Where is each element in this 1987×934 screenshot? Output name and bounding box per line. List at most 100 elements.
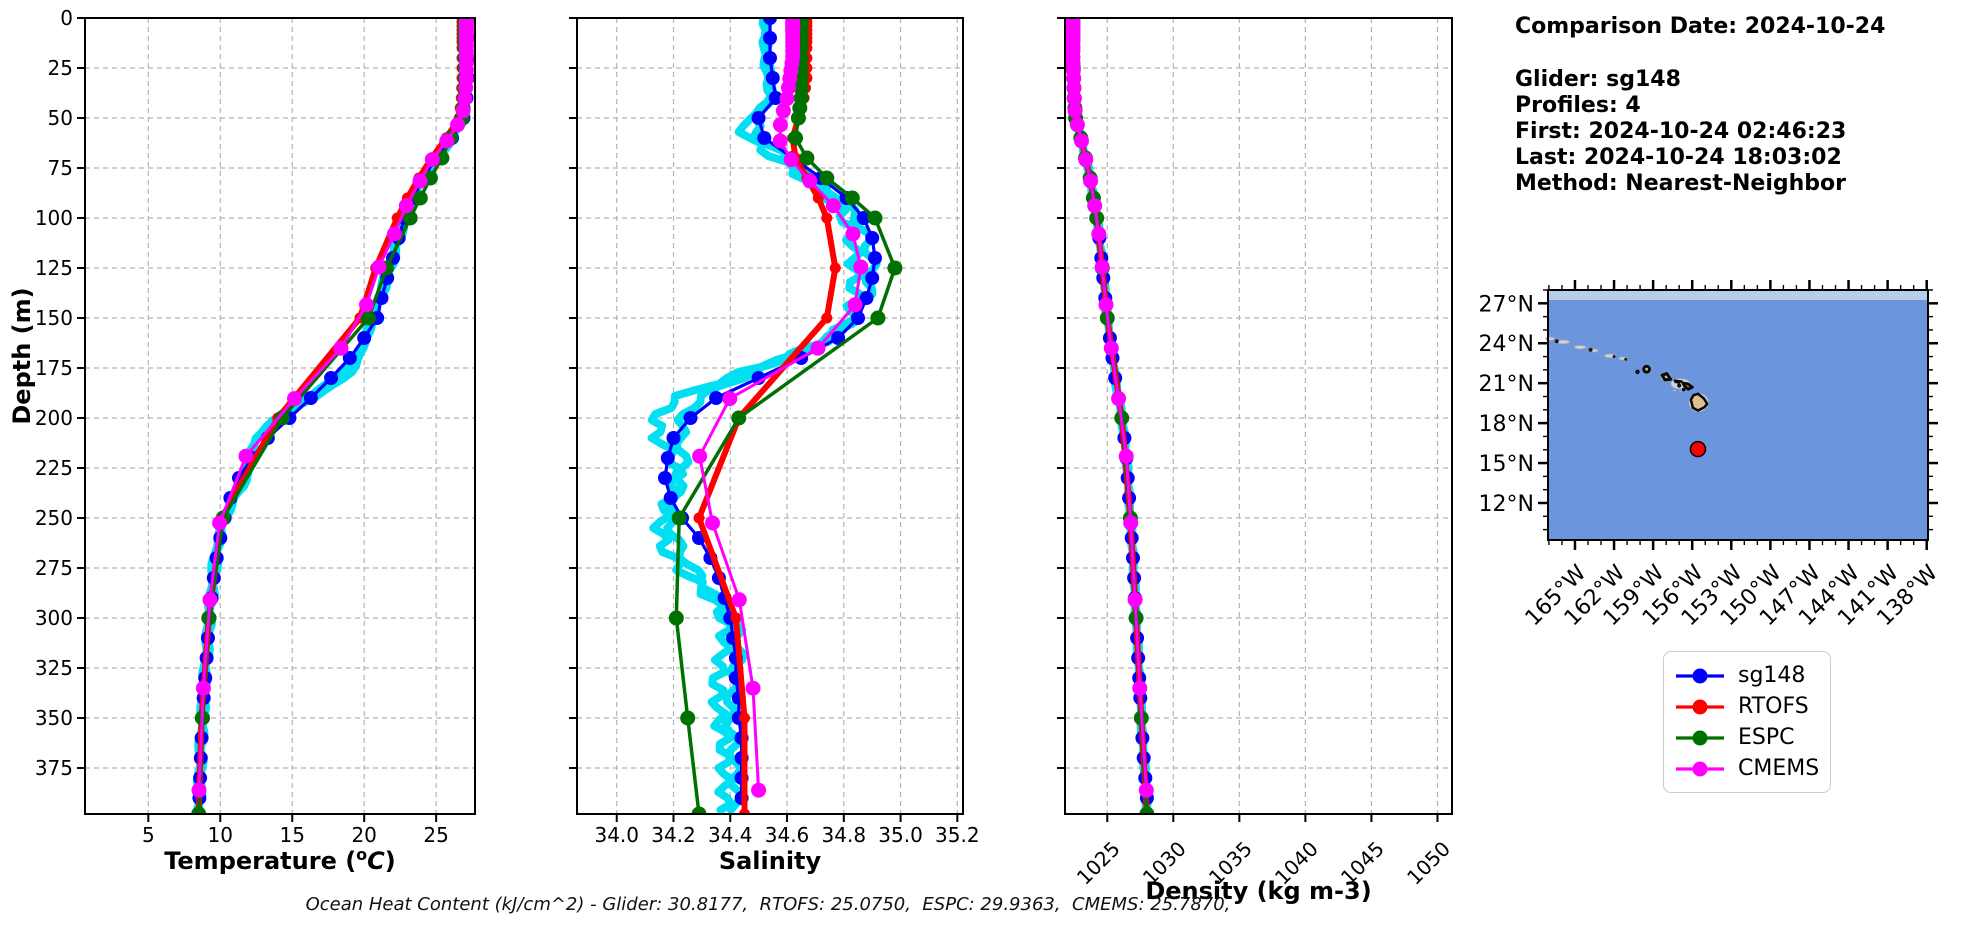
map-shallow-band bbox=[1548, 290, 1928, 300]
map-island-oahu bbox=[1660, 372, 1673, 382]
legend-item-cmems: CMEMS bbox=[1674, 756, 1824, 781]
svg-text:10: 10 bbox=[208, 823, 233, 847]
svg-text:250: 250 bbox=[35, 506, 73, 530]
temperature-series-CMEMS-markers bbox=[191, 18, 474, 798]
map-shoal-patch bbox=[1679, 390, 1682, 393]
legend-key-espc-icon bbox=[1676, 730, 1724, 745]
legend: sg148 RTOFS ESPC CMEMS bbox=[1663, 651, 1831, 793]
last-profile-time: Last: 2024-10-24 18:03:02 bbox=[1515, 145, 1842, 170]
map-islet-speck bbox=[1554, 339, 1559, 344]
ohc-footer: Ocean Heat Content (kJ/cm^2) - Glider: 3… bbox=[305, 894, 1231, 915]
temperature-series-RTOFS-line bbox=[195, 18, 465, 814]
temperature-series-sg148-markers bbox=[192, 18, 475, 805]
legend-label-espc: ESPC bbox=[1738, 725, 1795, 750]
svg-text:100: 100 bbox=[35, 206, 73, 230]
map-lat-tick-label: 12°N bbox=[1479, 492, 1534, 517]
svg-text:35.0: 35.0 bbox=[878, 823, 923, 847]
legend-item-sg148: sg148 bbox=[1674, 663, 1824, 688]
salinity-series-CMEMS-markers bbox=[692, 18, 869, 798]
svg-text:225: 225 bbox=[35, 456, 73, 480]
svg-text:34.6: 34.6 bbox=[765, 823, 810, 847]
map-shoal-patch bbox=[1672, 389, 1677, 392]
map-island-molokai bbox=[1673, 379, 1683, 384]
salinity-raw-glider-trace-2 bbox=[663, 18, 881, 814]
map-shoal-patch bbox=[1573, 344, 1587, 350]
glider-location-marker bbox=[1689, 440, 1707, 458]
temperature-series-ESPC-line bbox=[196, 18, 467, 814]
legend-key-sg148-icon bbox=[1676, 668, 1724, 683]
svg-text:0: 0 bbox=[60, 6, 73, 30]
map-island-niihau bbox=[1635, 369, 1640, 375]
svg-text:300: 300 bbox=[35, 606, 73, 630]
svg-text:150: 150 bbox=[35, 306, 73, 330]
svg-text:5: 5 bbox=[142, 823, 155, 847]
profiles-count: Profiles: 4 bbox=[1515, 93, 1641, 118]
legend-label-cmems: CMEMS bbox=[1738, 756, 1820, 781]
density-series-CMEMS-markers bbox=[1065, 18, 1154, 798]
temperature-series-CMEMS-line bbox=[197, 19, 468, 791]
legend-item-rtofs: RTOFS bbox=[1674, 694, 1824, 719]
temperature-plot: 5 10 15 20 250255075100125150175200225250275… bbox=[8, 6, 476, 875]
svg-text:375: 375 bbox=[35, 756, 73, 780]
map-panel: 27°N24°N21°N18°N15°N12°N165°W162°W159°W1… bbox=[1479, 280, 1943, 631]
map-island-maui bbox=[1681, 381, 1694, 391]
svg-text:200: 200 bbox=[35, 406, 73, 430]
map-lat-tick-label: 27°N bbox=[1479, 292, 1534, 317]
map-lat-tick-label: 24°N bbox=[1479, 332, 1534, 357]
salinity-series-ESPC-markers bbox=[668, 18, 903, 814]
legend-key-rtofs-icon bbox=[1676, 699, 1724, 714]
temperature-series-sg148-line bbox=[197, 18, 470, 799]
map-islet-speck bbox=[1612, 355, 1616, 359]
legend-label-sg148: sg148 bbox=[1738, 663, 1806, 688]
temperature-series-RTOFS-markers bbox=[193, 18, 468, 814]
map-island-kauai bbox=[1642, 364, 1651, 374]
map-island-big-island bbox=[1689, 392, 1709, 412]
svg-text:125: 125 bbox=[35, 256, 73, 280]
map-lat-tick-label: 15°N bbox=[1479, 452, 1534, 477]
temperature-raw-glider-trace-2 bbox=[192, 18, 472, 814]
map-ocean bbox=[1548, 290, 1928, 540]
map-island-lanai bbox=[1677, 383, 1682, 388]
salinity-raw-glider-trace-1 bbox=[647, 18, 866, 814]
depth-axis-label: Depth (m) bbox=[8, 287, 36, 424]
svg-text:25: 25 bbox=[423, 823, 448, 847]
svg-text:15: 15 bbox=[280, 823, 305, 847]
svg-text:350: 350 bbox=[35, 706, 73, 730]
svg-text:50: 50 bbox=[48, 106, 73, 130]
salinity-plot: 34.0 34.2 34.4 34.6 34.8 35.0 35.2 Salinity bbox=[569, 17, 980, 875]
salinity-axis-label: Salinity bbox=[719, 847, 822, 875]
map-lat-tick-label: 21°N bbox=[1479, 372, 1534, 397]
method: Method: Nearest-Neighbor bbox=[1515, 171, 1846, 196]
glider-name: Glider: sg148 bbox=[1515, 67, 1681, 92]
svg-text:34.0: 34.0 bbox=[594, 823, 639, 847]
temperature-raw-glider-trace-1 bbox=[194, 18, 473, 814]
temperature-series-ESPC-markers bbox=[191, 18, 473, 814]
svg-text:275: 275 bbox=[35, 556, 73, 580]
svg-text:1050: 1050 bbox=[1402, 837, 1455, 890]
info-spacer bbox=[1515, 40, 1885, 67]
density-axis-label: Density (kg m-3) bbox=[1145, 877, 1371, 905]
svg-text:1025: 1025 bbox=[1072, 837, 1125, 890]
map-shoal-patch bbox=[1556, 339, 1571, 345]
map-island-kahoolawe bbox=[1681, 387, 1686, 392]
svg-text:35.2: 35.2 bbox=[935, 823, 980, 847]
svg-text:75: 75 bbox=[48, 156, 73, 180]
svg-text:34.2: 34.2 bbox=[651, 823, 696, 847]
svg-text:34.4: 34.4 bbox=[708, 823, 753, 847]
svg-text:20: 20 bbox=[351, 823, 376, 847]
comparison-date: Comparison Date: 2024-10-24 bbox=[1515, 14, 1886, 39]
map-lat-tick-label: 18°N bbox=[1479, 412, 1534, 437]
legend-item-espc: ESPC bbox=[1674, 725, 1824, 750]
svg-text:325: 325 bbox=[35, 656, 73, 680]
svg-text:25: 25 bbox=[48, 56, 73, 80]
temperature-axis-label: Temperature (oC) bbox=[164, 845, 396, 875]
legend-label-rtofs: RTOFS bbox=[1738, 694, 1809, 719]
legend-key-cmems-icon bbox=[1676, 761, 1724, 776]
first-profile-time: First: 2024-10-24 02:46:23 bbox=[1515, 119, 1847, 144]
map-islet-speck bbox=[1624, 357, 1628, 361]
info-panel: Comparison Date: 2024-10-24 Glider: sg14… bbox=[1515, 14, 1885, 197]
svg-text:34.8: 34.8 bbox=[822, 823, 867, 847]
